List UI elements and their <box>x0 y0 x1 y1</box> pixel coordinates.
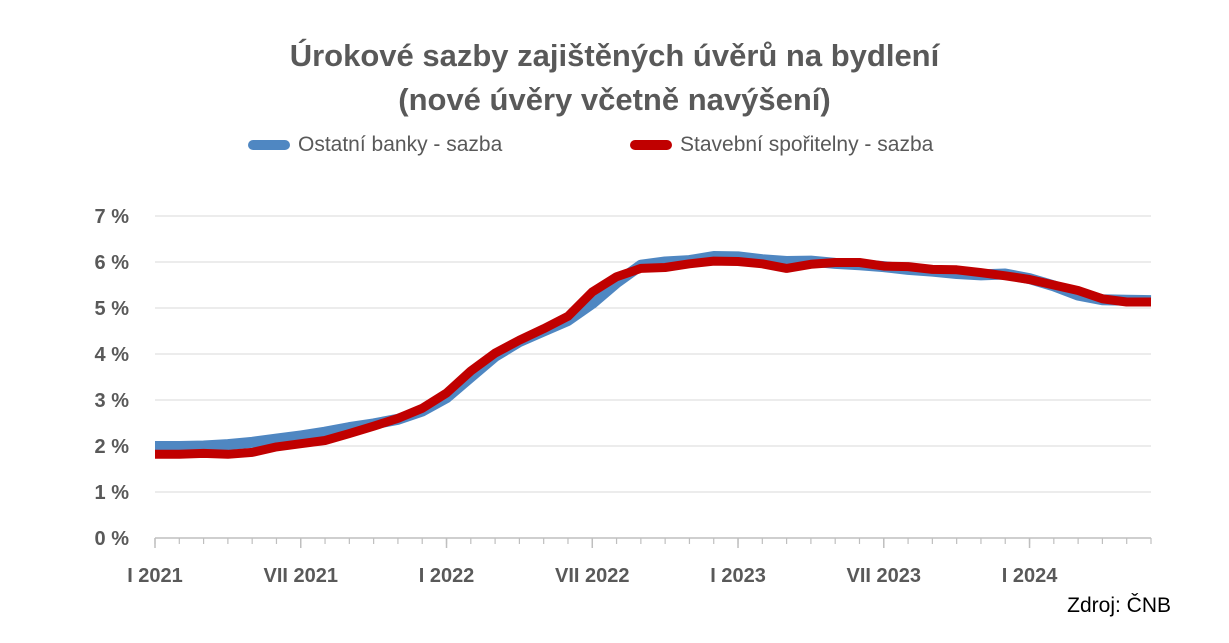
x-tick-label: I 2021 <box>127 565 183 587</box>
x-tick-label: I 2024 <box>1002 565 1058 587</box>
legend-swatch-ostatni <box>248 140 290 150</box>
y-tick-label: 7 % <box>95 206 130 228</box>
x-tick-label: VII 2023 <box>847 565 922 587</box>
legend-swatch-stavebni <box>630 140 672 150</box>
x-tick-label: I 2023 <box>710 565 766 587</box>
y-tick-label: 2 % <box>95 436 130 458</box>
chart-title-line1: Úrokové sazby zajištěných úvěrů na bydle… <box>289 38 940 73</box>
chart-title-line2: (nové úvěry včetně navýšení) <box>398 82 831 117</box>
chart-title: Úrokové sazby zajištěných úvěrů na bydle… <box>0 34 1229 122</box>
y-tick-label: 4 % <box>95 344 130 366</box>
y-tick-label: 3 % <box>95 390 130 412</box>
source-note: Zdroj: ČNB <box>1067 594 1171 617</box>
chart-legend: Ostatní banky - sazba Stavební spořiteln… <box>0 133 1229 163</box>
series-line-ostatni <box>155 251 1152 452</box>
legend-item-ostatni: Ostatní banky - sazba <box>248 133 502 157</box>
y-tick-label: 0 % <box>95 528 130 550</box>
x-tick-label: I 2022 <box>419 565 475 587</box>
series-line-stavebni <box>155 256 1151 459</box>
x-tick-label: VII 2021 <box>263 565 338 587</box>
legend-label-ostatni: Ostatní banky - sazba <box>298 133 503 156</box>
y-tick-label: 1 % <box>95 482 130 504</box>
legend-label-stavebni: Stavební spořitelny - sazba <box>680 133 934 156</box>
y-tick-label: 6 % <box>95 252 130 274</box>
y-tick-label: 5 % <box>95 298 130 320</box>
x-tick-label: VII 2022 <box>555 565 630 587</box>
legend-item-stavebni: Stavební spořitelny - sazba <box>630 133 933 157</box>
